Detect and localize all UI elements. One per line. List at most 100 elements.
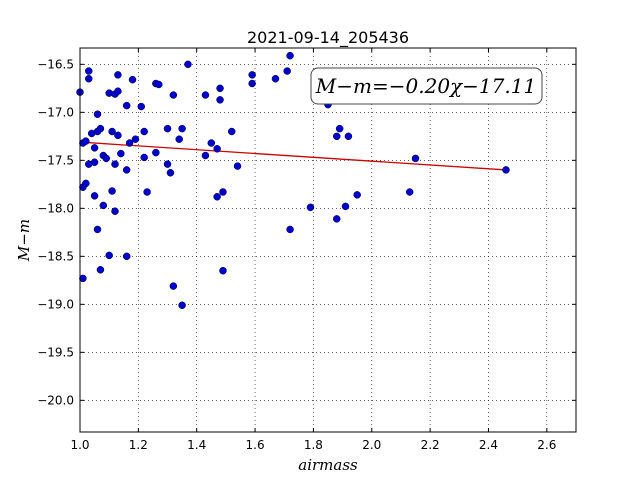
- data-point: [96, 266, 105, 274]
- data-point: [117, 149, 125, 158]
- data-point: [96, 124, 105, 133]
- x-tick-label: 2.0: [362, 438, 381, 452]
- y-axis-label: M−m: [15, 219, 33, 262]
- data-point: [201, 151, 210, 160]
- data-point: [90, 158, 99, 166]
- data-point: [163, 160, 172, 168]
- x-tick-labels: 1.0 1.2 1.4 1.6 1.8 2.0 2.2 2.4 2.6: [70, 438, 556, 452]
- data-point: [344, 132, 353, 141]
- data-point: [163, 124, 172, 133]
- x-tick-label: 1.4: [187, 438, 206, 452]
- data-point: [286, 51, 294, 60]
- y-tick-label: −19.0: [37, 297, 74, 311]
- data-point: [178, 301, 186, 310]
- data-point: [79, 274, 87, 283]
- data-point: [271, 74, 280, 83]
- x-tick-label: 1.2: [129, 438, 148, 452]
- data-point: [155, 80, 163, 89]
- data-point: [85, 67, 93, 75]
- data-point: [341, 202, 350, 211]
- data-point: [248, 79, 256, 88]
- data-point: [502, 166, 510, 174]
- y-tick-label: −16.5: [37, 57, 74, 71]
- y-tick-label: −18.5: [37, 249, 74, 263]
- x-axis-label: airmass: [298, 456, 358, 474]
- data-point: [248, 71, 256, 79]
- annotation-box: [310, 67, 543, 105]
- x-tick-label: 1.6: [246, 438, 265, 452]
- fit-equation: M−m=−0.20χ−17.11: [315, 74, 536, 98]
- data-point: [152, 148, 160, 157]
- data-point: [90, 192, 99, 200]
- chart-title: 2021-09-14_205436: [247, 28, 409, 48]
- data-point: [137, 102, 146, 111]
- data-point: [82, 137, 90, 145]
- data-point: [114, 71, 122, 79]
- data-point: [99, 201, 108, 210]
- data-point: [82, 179, 90, 188]
- data-point: [143, 188, 151, 196]
- data-point: [131, 135, 140, 143]
- data-point: [335, 124, 344, 133]
- fit-equation-annotation: M−m=−0.20χ−17.11: [310, 67, 543, 105]
- data-points: [76, 51, 510, 310]
- data-point: [233, 162, 242, 170]
- data-point: [111, 207, 119, 215]
- data-point: [93, 225, 102, 234]
- data-point: [108, 187, 116, 195]
- data-point: [125, 139, 134, 147]
- data-point: [169, 282, 178, 290]
- data-point: [207, 139, 216, 147]
- data-point: [102, 154, 111, 163]
- data-point: [219, 188, 227, 196]
- data-point: [306, 203, 315, 212]
- data-point: [122, 166, 131, 174]
- y-tick-labels: −16.5 −17.0 −17.5 −18.0 −18.5 −19.0 −19.5 −20.0: [37, 57, 74, 407]
- data-point: [178, 124, 186, 133]
- data-point: [411, 154, 420, 163]
- data-point: [122, 101, 131, 110]
- x-tick-label: 2.6: [537, 438, 556, 452]
- x-tick-label: 2.4: [479, 438, 498, 452]
- data-point: [140, 127, 148, 136]
- data-point: [169, 91, 178, 99]
- grid-lines: [80, 48, 576, 432]
- data-point: [128, 75, 137, 84]
- y-tick-label: −18.0: [37, 201, 74, 215]
- data-point: [175, 135, 183, 143]
- data-point: [108, 127, 116, 136]
- x-tick-label: 1.0: [70, 438, 89, 452]
- data-point: [111, 160, 119, 168]
- data-point: [184, 60, 192, 69]
- x-tick-label: 1.8: [304, 438, 323, 452]
- y-tick-label: −17.5: [37, 153, 74, 167]
- data-point: [219, 266, 227, 275]
- data-point: [216, 96, 224, 104]
- data-point: [405, 188, 414, 196]
- data-point: [85, 74, 93, 83]
- data-point: [122, 252, 131, 261]
- data-point: [90, 144, 99, 152]
- data-point: [216, 84, 224, 93]
- data-point: [213, 193, 221, 201]
- data-point: [140, 153, 148, 162]
- fit-line: [79, 141, 507, 171]
- y-tick-label: −19.5: [37, 345, 74, 359]
- data-point: [333, 132, 341, 141]
- plot-frame: [79, 47, 577, 433]
- y-tick-label: −20.0: [37, 393, 74, 407]
- data-point: [114, 87, 122, 95]
- x-tick-label: 2.2: [421, 438, 440, 452]
- data-point: [286, 225, 294, 234]
- data-point: [283, 67, 291, 75]
- data-point: [201, 91, 210, 99]
- data-point: [213, 145, 221, 153]
- data-point: [353, 191, 361, 199]
- axis-ticks: [79, 48, 576, 432]
- y-tick-label: −17.0: [37, 105, 74, 119]
- data-point: [333, 215, 341, 223]
- data-point: [93, 110, 102, 118]
- data-point: [227, 127, 236, 136]
